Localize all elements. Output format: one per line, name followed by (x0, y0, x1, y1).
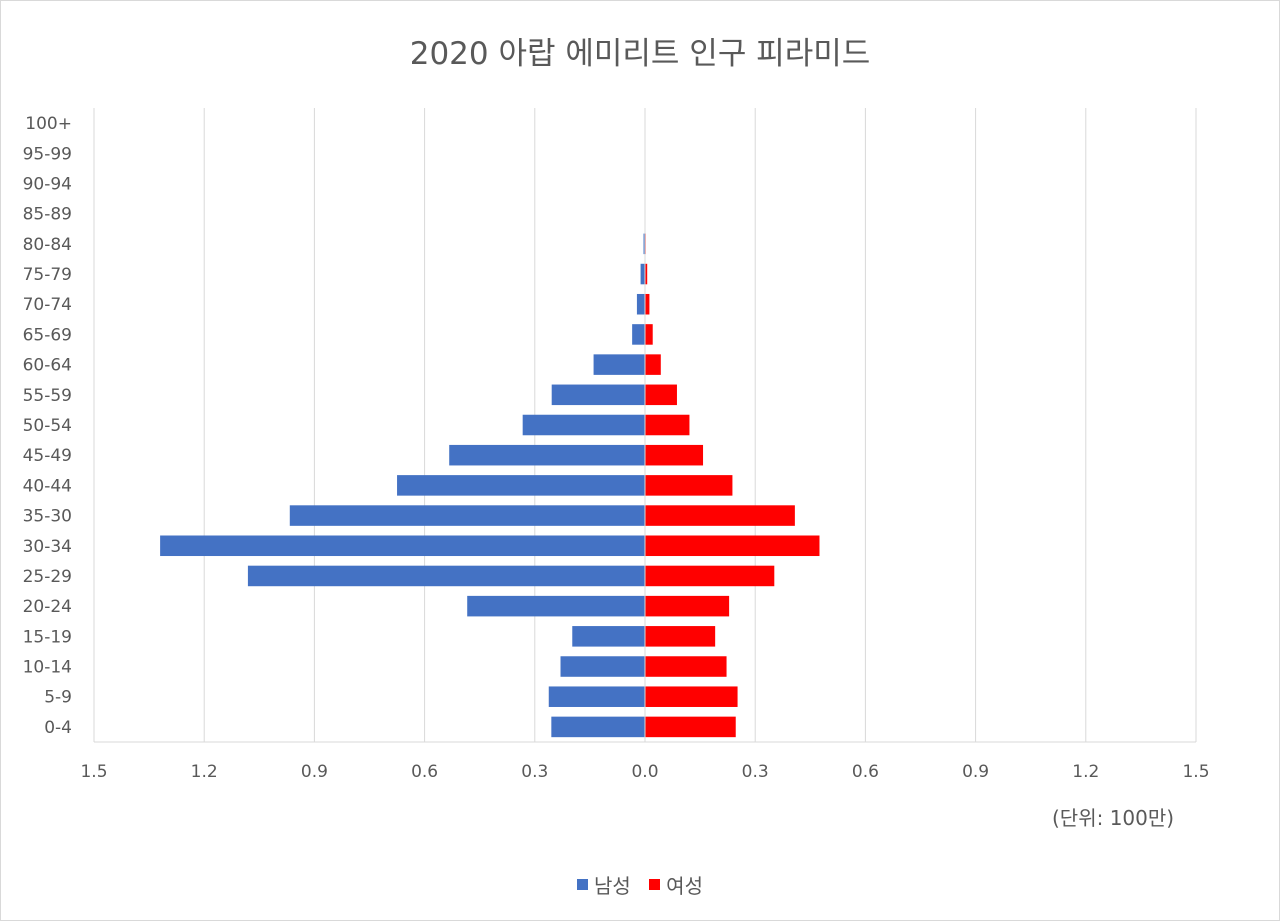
bar-female-60-64 (645, 354, 661, 375)
bar-female-75-79 (645, 263, 648, 285)
y-tick-label: 15-19 (23, 627, 72, 647)
legend-item-male: 남성 (577, 870, 631, 899)
y-tick-label: 40-44 (23, 476, 72, 496)
bar-male-20-24 (467, 595, 645, 617)
chart-title: 2020 아랍 에미리트 인구 피라미드 (409, 36, 871, 72)
y-tick-label: 20-24 (23, 597, 72, 617)
bar-male-75-79 (640, 263, 645, 285)
y-tick-label: 75-79 (23, 265, 72, 285)
y-tick-label: 80-84 (23, 235, 72, 255)
bar-female-35-30 (645, 505, 795, 526)
y-tick-label: 100+ (25, 114, 72, 134)
bar-female-45-49 (645, 444, 704, 466)
bar-female-20-24 (645, 595, 730, 617)
x-tick-label: 0.9 (962, 762, 989, 782)
bar-male-25-29 (247, 565, 646, 587)
axis (94, 108, 1196, 743)
bar-male-5-9 (548, 686, 645, 707)
y-tick-label: 10-14 (23, 658, 72, 678)
y-tick-label: 65-69 (23, 325, 72, 345)
y-tick-label: 95-99 (23, 144, 72, 164)
y-axis-labels: 0-4 5-9 10-14 15-19 20-24 25-29 30-34 35-30 40-4… (23, 114, 72, 738)
bar-male-30-34 (160, 535, 645, 557)
legend: 남성 여성 (0, 870, 1280, 899)
bar-female-5-9 (645, 686, 738, 707)
y-tick-label: 50-54 (23, 416, 72, 436)
bars (160, 233, 820, 738)
bar-male-15-19 (572, 626, 645, 647)
bar-female-15-19 (645, 626, 716, 647)
bar-male-70-74 (636, 293, 645, 315)
bar-male-35-30 (289, 505, 645, 526)
bar-female-50-54 (645, 414, 690, 436)
legend-swatch-male (577, 879, 588, 890)
unit-label: (단위: 100만) (1052, 806, 1175, 830)
y-tick-label: 5-9 (44, 688, 72, 708)
y-tick-label: 85-89 (23, 205, 72, 225)
bar-female-10-14 (645, 656, 727, 677)
x-tick-label: 1.5 (80, 762, 107, 782)
legend-label-male: 남성 (594, 874, 631, 898)
x-tick-label: 1.5 (1182, 762, 1209, 782)
y-tick-label: 0-4 (44, 718, 72, 738)
y-tick-label: 55-59 (23, 386, 72, 406)
bar-male-40-44 (397, 475, 645, 496)
x-tick-label: 0.0 (631, 762, 658, 782)
bar-female-0-4 (645, 716, 736, 738)
gridlines (93, 108, 1197, 742)
legend-label-female: 여성 (666, 874, 703, 898)
x-tick-label: 0.9 (301, 762, 328, 782)
bar-male-55-59 (551, 384, 645, 406)
x-tick-label: 1.2 (191, 762, 218, 782)
legend-swatch-female (649, 879, 661, 890)
bar-female-55-59 (645, 384, 677, 406)
x-tick-label: 0.6 (852, 762, 879, 782)
bar-male-10-14 (560, 656, 645, 677)
y-tick-label: 60-64 (23, 356, 72, 376)
bar-female-40-44 (645, 475, 733, 496)
bar-male-50-54 (522, 414, 645, 436)
bar-male-65-69 (632, 324, 645, 345)
bar-female-25-29 (645, 565, 775, 587)
y-tick-label: 25-29 (23, 567, 72, 587)
x-tick-label: 0.3 (521, 762, 548, 782)
bar-male-80-84 (643, 233, 645, 255)
y-tick-label: 70-74 (23, 295, 72, 315)
bar-male-45-49 (449, 444, 645, 466)
y-tick-label: 30-34 (23, 537, 72, 557)
x-tick-label: 0.3 (742, 762, 769, 782)
x-tick-label: 0.6 (411, 762, 438, 782)
x-axis-labels: 1.5 1.2 0.9 0.6 0.3 0.0 0.3 0.6 0.9 1.2 1.5 (80, 762, 1209, 782)
y-tick-label: 45-49 (23, 446, 72, 466)
y-tick-label: 35-30 (23, 507, 72, 527)
bar-male-60-64 (593, 354, 645, 375)
bar-female-30-34 (645, 535, 820, 557)
legend-item-female: 여성 (649, 870, 703, 899)
y-tick-label: 90-94 (23, 174, 72, 194)
bar-male-0-4 (551, 716, 645, 738)
bar-female-65-69 (645, 324, 653, 345)
bar-female-70-74 (645, 293, 650, 315)
x-tick-label: 1.2 (1072, 762, 1099, 782)
